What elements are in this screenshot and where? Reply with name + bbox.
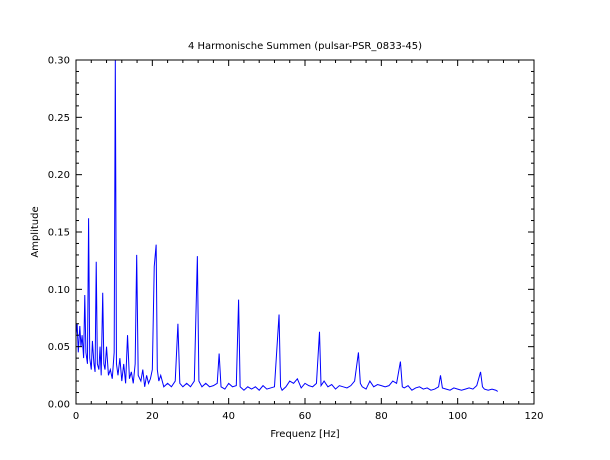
plot-area	[76, 60, 534, 404]
y-tick-label: 0.00	[48, 400, 70, 411]
y-tick-label: 0.15	[48, 228, 70, 239]
x-tick-label: 20	[146, 411, 159, 422]
y-tick-label: 0.30	[48, 56, 70, 67]
series-group	[75, 59, 498, 392]
x-tick-label: 100	[448, 411, 467, 422]
y-tick-label: 0.10	[48, 285, 70, 296]
y-tick-label: 0.20	[48, 170, 70, 181]
y-tick-label: 0.25	[48, 113, 70, 124]
x-tick-label: 80	[375, 411, 388, 422]
chart-title: 4 Harmonische Summen (pulsar-PSR_0833-45…	[188, 41, 422, 52]
x-tick-label: 0	[73, 411, 79, 422]
x-tick-label: 60	[299, 411, 312, 422]
x-tick-label: 40	[222, 411, 235, 422]
series-line-0	[75, 59, 498, 392]
x-tick-label: 120	[524, 411, 543, 422]
x-axis-title: Frequenz [Hz]	[270, 429, 339, 440]
y-tick-label: 0.05	[48, 342, 70, 353]
y-axis-title: Amplitude	[30, 206, 41, 257]
axes-group: 0 20 40 60 80 100 120 0.00 0.05 0.10 0.15 0.20 0.25 0…	[48, 56, 544, 423]
plot-background	[76, 60, 534, 404]
